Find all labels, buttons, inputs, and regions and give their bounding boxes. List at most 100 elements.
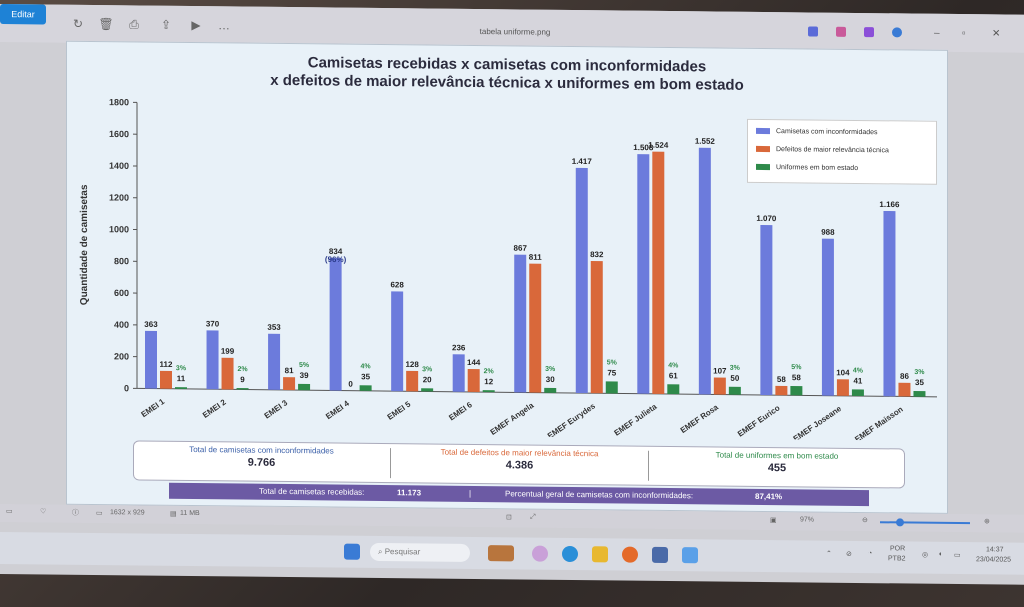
info-icon[interactable]: ⓘ	[72, 509, 79, 517]
bar-inconformidades	[698, 147, 711, 395]
widgets-icon[interactable]	[488, 545, 514, 562]
battery-icon[interactable]: ▭	[954, 551, 961, 560]
data-label: 86	[900, 372, 909, 381]
wifi-icon[interactable]: ◔	[868, 550, 873, 558]
data-label: 9	[240, 375, 245, 384]
dimensions-icon: ▭	[96, 510, 103, 518]
bar-inconformidades	[145, 330, 157, 389]
bar-defeitos	[836, 379, 849, 396]
legend-item-bom-estado: Uniformes em bom estado	[756, 164, 858, 177]
percent-label: 4%	[668, 362, 679, 369]
y-tick-label: 1200	[109, 192, 129, 202]
data-label: 58	[792, 373, 801, 382]
minimize-icon[interactable]: –	[934, 27, 940, 39]
search-placeholder: Pesquisar	[384, 547, 421, 557]
bar-bom-estado	[359, 385, 372, 391]
zoom-level[interactable]: 97%	[800, 516, 815, 524]
fit-icon[interactable]: ⊡	[506, 514, 512, 522]
actual-size-icon[interactable]: ▣	[770, 517, 777, 525]
percent-label: 3%	[730, 365, 741, 372]
firefox-icon[interactable]	[622, 546, 638, 563]
language-indicator[interactable]: POR	[890, 545, 906, 553]
rotate-icon[interactable]: ↻	[72, 16, 84, 31]
clipchamp-icon[interactable]	[836, 26, 846, 37]
bar-bom-estado	[236, 388, 249, 390]
data-label: 1.524	[648, 141, 669, 150]
delete-icon[interactable]: 🗑	[98, 17, 114, 32]
zoom-out-icon[interactable]: ⊖	[862, 517, 868, 525]
legend-item-inconformidades: Camisetas com inconformidades	[756, 128, 878, 141]
clock-date[interactable]: 23/04/2025	[976, 556, 1012, 564]
legend-label: Camisetas com inconformidades	[776, 128, 878, 137]
y-tick-label: 200	[114, 351, 129, 361]
annotation-label: (96%)	[325, 255, 347, 264]
data-label: 75	[607, 368, 616, 377]
edit-button[interactable]: Editar	[0, 4, 46, 25]
outlook-icon[interactable]	[652, 546, 668, 563]
data-label: 867	[514, 244, 528, 253]
maximize-icon[interactable]: ▫	[962, 28, 966, 40]
bar-bom-estado	[298, 383, 311, 391]
file-size: 11 MB	[180, 509, 200, 518]
volume-icon[interactable]: ◖	[938, 550, 943, 558]
percent-label: 3%	[422, 366, 433, 373]
bar-defeitos	[652, 151, 665, 394]
bar-bom-estado	[421, 388, 434, 392]
bar-bom-estado	[667, 384, 680, 395]
data-label: 39	[300, 371, 309, 380]
summary-label: Total de defeitos de maior relevância té…	[440, 447, 599, 459]
x-tick-label: EMEI 6	[447, 400, 474, 423]
bar-bom-estado	[175, 387, 187, 389]
bar-defeitos	[221, 357, 234, 390]
bar-defeitos	[283, 377, 296, 391]
y-tick-label: 1800	[109, 97, 129, 107]
globe-icon[interactable]: ◎	[922, 551, 929, 559]
zoom-slider[interactable]	[880, 521, 970, 525]
slideshow-icon[interactable]: ▶	[191, 18, 201, 33]
edit-app-icon[interactable]	[808, 26, 818, 37]
data-label: 988	[821, 228, 835, 237]
filmstrip-icon[interactable]: ▭	[6, 508, 13, 516]
y-tick-label: 1000	[109, 224, 129, 234]
data-label: 35	[361, 372, 370, 381]
copilot-icon[interactable]	[532, 545, 548, 562]
apps-icon[interactable]	[864, 27, 874, 38]
percent-label: Percentual geral de camisetas com inconf…	[505, 489, 694, 501]
keyboard-layout[interactable]: PTB2	[888, 555, 906, 563]
clock-time[interactable]: 14:37	[986, 546, 1004, 554]
chevron-up-icon[interactable]: ⌃	[826, 550, 832, 558]
more-icon[interactable]: …	[218, 18, 230, 33]
data-label: 363	[144, 320, 158, 329]
x-tick-label: EMEF Rosa	[679, 402, 721, 435]
data-label: 128	[405, 360, 419, 369]
x-tick-label: EMEF Eurico	[736, 403, 782, 438]
zoom-in-icon[interactable]: ⊕	[984, 518, 990, 526]
bar-bom-estado	[544, 387, 557, 393]
onedrive-icon[interactable]	[892, 27, 902, 38]
band-separator: |	[469, 488, 472, 498]
zoom-slider-thumb[interactable]	[896, 518, 904, 527]
favorite-icon[interactable]: ♡	[40, 508, 47, 516]
edge-icon[interactable]	[562, 545, 578, 563]
percent-label: 3%	[545, 366, 556, 373]
summary-value: 9.766	[247, 456, 276, 469]
bar-defeitos	[590, 260, 603, 394]
data-label: 12	[484, 377, 493, 386]
close-icon[interactable]: ✕	[992, 28, 1001, 40]
summary-bom-estado: Total de uniformes em bom estado 455	[650, 450, 904, 487]
share-icon[interactable]: ⇪	[160, 17, 172, 32]
start-icon[interactable]	[344, 543, 360, 560]
bar-inconformidades	[206, 330, 219, 390]
bar-bom-estado	[605, 381, 618, 394]
file-explorer-icon[interactable]	[592, 546, 608, 563]
network-off-icon[interactable]: ⊘	[846, 550, 852, 558]
fullscreen-icon[interactable]: ⤢	[530, 513, 536, 521]
data-label: 1.166	[879, 200, 900, 209]
bar-bom-estado	[482, 390, 495, 393]
percent-label: 3%	[914, 369, 925, 376]
windows-taskbar: ⌕ Pesquisar ⌃ ⊘ ◔ POR PTB2 ◎ ◖ ▭ 14:37 2…	[0, 532, 1024, 575]
search-box[interactable]: ⌕ Pesquisar	[370, 542, 470, 562]
bar-inconformidades	[452, 354, 465, 392]
print-icon[interactable]: ⎙	[129, 17, 139, 32]
photos-icon[interactable]	[682, 547, 698, 564]
